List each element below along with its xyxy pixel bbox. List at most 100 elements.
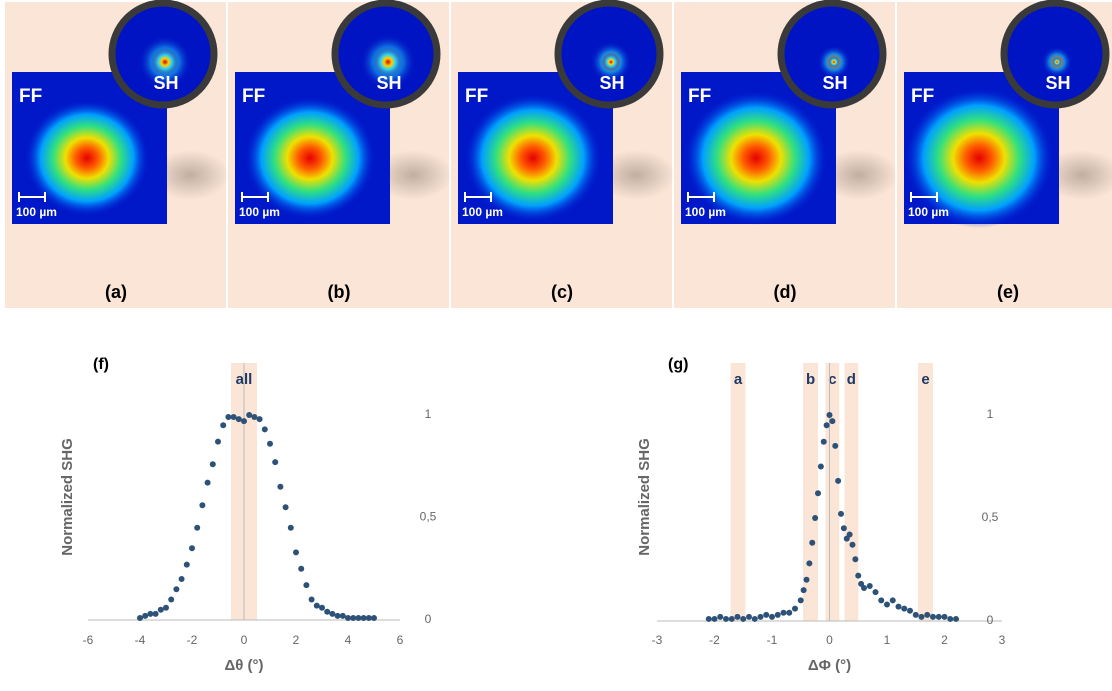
- panel-label: (e): [997, 282, 1019, 302]
- data-point: [823, 422, 830, 429]
- x-tick-label: 0: [826, 633, 833, 647]
- y-axis-label: Normalized SHG: [59, 438, 76, 556]
- panel-label: (a): [105, 282, 127, 302]
- data-point: [350, 614, 357, 621]
- data-point: [895, 603, 902, 610]
- data-point: [163, 604, 169, 611]
- data-point: [204, 479, 211, 486]
- y-tick-label: 0: [987, 613, 994, 627]
- data-point: [884, 601, 890, 608]
- y-tick-label: 0: [425, 612, 432, 626]
- y-tick-label: 1: [425, 407, 432, 421]
- panel-label: (b): [328, 282, 351, 302]
- data-point: [142, 612, 149, 619]
- data-point: [298, 565, 305, 572]
- data-point: [889, 597, 896, 604]
- data-point: [209, 461, 216, 468]
- data-point: [872, 589, 879, 596]
- x-tick-label: 6: [397, 633, 404, 647]
- x-tick-label: -4: [135, 633, 146, 647]
- shadow: [1042, 150, 1112, 200]
- data-point: [711, 615, 718, 622]
- data-point: [930, 613, 936, 620]
- data-point: [912, 611, 919, 618]
- data-point: [178, 576, 185, 582]
- x-tick-label: 1: [884, 633, 891, 647]
- data-point: [717, 613, 724, 620]
- data-point: [901, 605, 908, 612]
- data-point: [287, 524, 294, 531]
- ff-beam: [25, 100, 149, 216]
- data-point: [241, 418, 247, 425]
- data-point: [941, 613, 948, 620]
- band-label: b: [806, 371, 815, 388]
- x-tick-label: 2: [941, 633, 948, 647]
- ff-label: FF: [465, 86, 488, 107]
- x-tick-label: -6: [83, 633, 94, 647]
- data-point: [953, 615, 959, 622]
- data-point: [740, 615, 747, 622]
- y-tick-label: 0,5: [420, 510, 437, 524]
- data-point: [371, 614, 377, 621]
- data-point: [319, 604, 325, 611]
- data-point: [225, 414, 232, 421]
- panel-label: (c): [551, 282, 573, 302]
- data-point: [183, 561, 190, 568]
- band: [918, 363, 933, 621]
- ff-label: FF: [911, 86, 934, 107]
- data-point: [152, 610, 159, 617]
- panel-label: (d): [774, 282, 797, 302]
- data-point: [261, 426, 268, 433]
- x-tick-label: 3: [999, 633, 1006, 647]
- data-point: [230, 414, 237, 421]
- ff-label: FF: [242, 86, 265, 107]
- y-axis-label: Normalized SHG: [636, 438, 653, 556]
- data-point: [267, 440, 273, 447]
- data-point: [918, 613, 925, 620]
- data-point: [251, 414, 258, 421]
- data-point: [313, 602, 320, 609]
- data-point: [817, 463, 824, 470]
- data-point: [282, 504, 289, 511]
- data-point: [838, 510, 844, 517]
- band: [844, 363, 859, 621]
- data-point: [168, 596, 175, 603]
- data-point: [792, 605, 798, 612]
- data-point: [365, 614, 372, 621]
- shadow: [819, 150, 899, 200]
- data-point: [769, 613, 775, 620]
- data-point: [334, 612, 341, 619]
- sh-spot: [1052, 57, 1062, 67]
- data-point: [215, 438, 221, 445]
- data-point: [786, 609, 793, 616]
- sh-spot: [601, 52, 621, 72]
- data-point: [256, 416, 263, 423]
- data-point: [723, 615, 729, 622]
- sh-spot: [150, 47, 180, 77]
- data-point: [157, 606, 164, 613]
- band-label: a: [734, 371, 743, 388]
- data-point: [339, 612, 346, 619]
- data-point: [829, 418, 836, 425]
- data-point: [852, 556, 859, 563]
- band-label: d: [847, 371, 856, 388]
- data-point: [194, 524, 201, 531]
- data-point: [303, 582, 310, 589]
- ff-beam: [465, 94, 601, 222]
- x-tick-label: -1: [767, 633, 778, 647]
- data-point: [345, 614, 351, 621]
- data-point: [780, 609, 787, 616]
- band-label: e: [921, 371, 929, 388]
- data-point: [866, 582, 873, 589]
- scale-label: 100 µm: [239, 205, 280, 219]
- y-tick-label: 0,5: [982, 510, 999, 524]
- data-point: [246, 412, 253, 418]
- data-point: [774, 611, 781, 618]
- scale-label: 100 µm: [685, 205, 726, 219]
- sh-label: SH: [1045, 73, 1070, 93]
- data-point: [815, 490, 821, 497]
- data-point: [746, 613, 752, 620]
- sh-label: SH: [153, 73, 178, 93]
